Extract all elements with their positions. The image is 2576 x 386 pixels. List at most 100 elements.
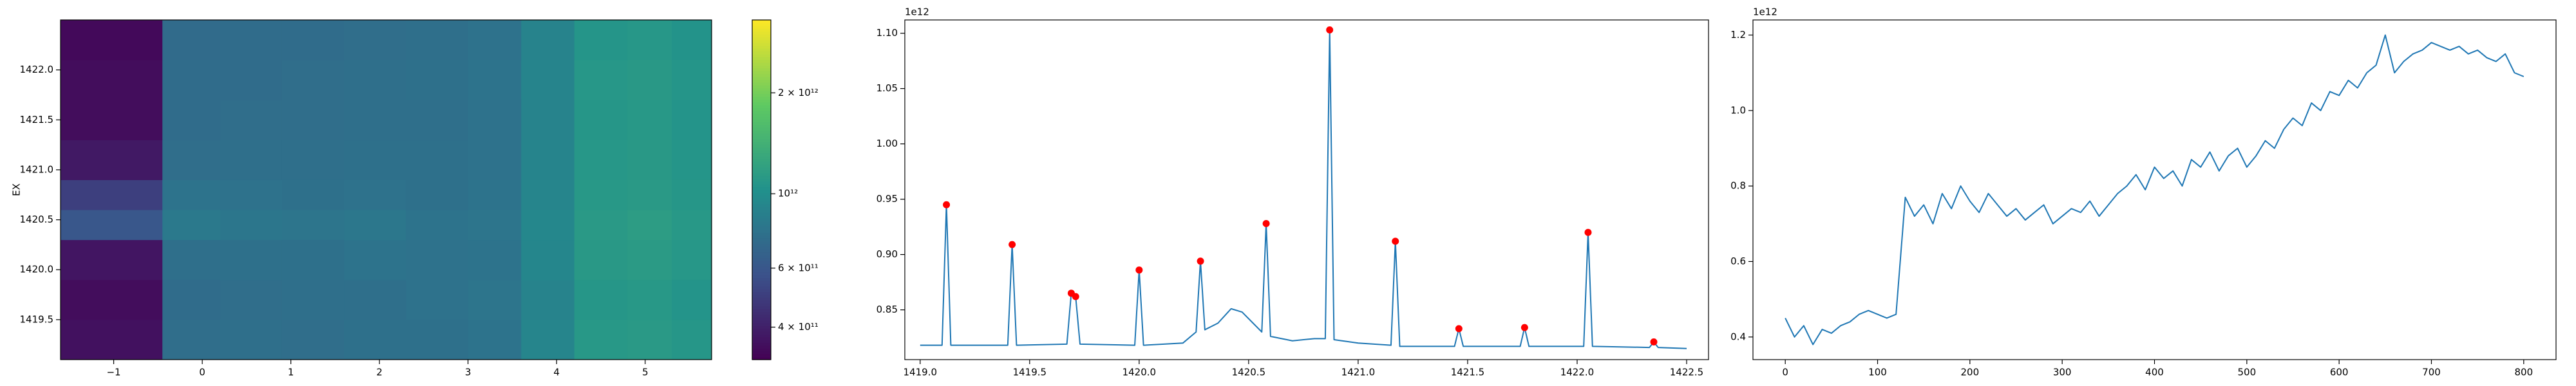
x-tick-label: −1 (106, 367, 120, 378)
colorbar-slice (752, 192, 771, 196)
heatmap-cell (574, 140, 628, 180)
colorbar-slice (752, 167, 771, 170)
heatmap-cell (344, 319, 406, 360)
peak-marker (1392, 237, 1399, 245)
heatmap-cell (162, 100, 221, 140)
heatmap-cell (627, 210, 672, 241)
heatmap-cell (574, 60, 628, 100)
heatmap-cell (574, 279, 628, 320)
heatmap-cell (521, 20, 575, 60)
colorbar-slice (752, 150, 771, 154)
y-tick-label: 1419.5 (20, 313, 54, 325)
colorbar-slice (752, 116, 771, 120)
colorbar-slice (752, 314, 771, 318)
line-series (1785, 34, 2524, 345)
colorbar-slice (752, 212, 771, 216)
heatmap-cell (406, 279, 469, 320)
peak-marker (1584, 228, 1592, 236)
heatmap-cell (344, 279, 406, 320)
heatmap-cell (672, 279, 712, 320)
heatmap-cell (468, 100, 522, 140)
heatmap-cell (627, 100, 672, 140)
colorbar-slice (752, 204, 771, 207)
x-tick-label: 4 (554, 367, 560, 378)
heatmap-cell (406, 100, 469, 140)
colorbar-slice (752, 190, 771, 193)
heatmap-cell (521, 140, 575, 180)
colorbar-slice (752, 164, 771, 168)
heatmap-cell (672, 239, 712, 280)
colorbar-slice (752, 96, 771, 100)
colorbar-slice (752, 34, 771, 37)
heatmap-cell (220, 100, 283, 140)
heatmap-cell (672, 20, 712, 60)
colorbar-tick-label: 10¹² (778, 188, 798, 199)
x-tick-label: 5 (642, 367, 649, 378)
colorbar-slice (752, 328, 771, 332)
heatmap-cell (281, 239, 345, 280)
colorbar-slice (752, 77, 771, 80)
colorbar-slice (752, 158, 771, 162)
colorbar-slice (752, 336, 771, 340)
colorbar-slice (752, 266, 771, 270)
colorbar-slice (752, 342, 771, 346)
heatmap-cell (220, 319, 283, 360)
heatmap-cell (344, 140, 406, 180)
colorbar-slice (752, 252, 771, 255)
heatmap-cell (672, 60, 712, 100)
colorbar-slice (752, 235, 771, 239)
colorbar-slice (752, 172, 771, 176)
colorbar-slice (752, 42, 771, 46)
heatmap-cell (220, 60, 283, 100)
x-tick-label: 1421.0 (1341, 367, 1376, 378)
heatmap-cell (468, 279, 522, 320)
heatmap-cell (281, 140, 345, 180)
colorbar-slice (752, 229, 771, 233)
colorbar-slice (752, 161, 771, 165)
heatmap-cell (406, 319, 469, 360)
heatmap-cell (468, 20, 522, 60)
heatmap-cell (627, 140, 672, 180)
heatmap-cell (406, 210, 469, 241)
heatmap-cell (281, 60, 345, 100)
y-tick-label: 1420.0 (20, 264, 54, 275)
colorbar-slice (752, 85, 771, 89)
heatmap-cell (344, 20, 406, 60)
colorbar-slice (752, 71, 771, 75)
colorbar-slice (752, 65, 771, 69)
heatmap-cell (281, 100, 345, 140)
x-tick-label: 1422.0 (1560, 367, 1595, 378)
x-tick-label: 300 (2053, 367, 2072, 378)
colorbar-slice (752, 144, 771, 148)
colorbar-slice (752, 28, 771, 32)
axes-frame (904, 19, 1709, 360)
colorbar-tick-label: 4 × 10¹¹ (778, 321, 819, 333)
colorbar-slice (752, 138, 771, 142)
colorbar-slice (752, 156, 771, 160)
colorbar-slice (752, 232, 771, 235)
x-tick-label: 1419.5 (1013, 367, 1047, 378)
heatmap-cell (627, 319, 672, 360)
colorbar-slice (752, 57, 771, 60)
colorbar-slice (752, 241, 771, 244)
colorbar-slice (752, 291, 771, 295)
y-tick-label: 1421.0 (20, 163, 54, 175)
colorbar-slice (752, 119, 771, 122)
colorbar-slice (752, 25, 771, 29)
peak-marker (1009, 241, 1016, 248)
colorbar-slice (752, 320, 771, 324)
colorbar-slice (752, 68, 771, 71)
heatmap-cell (162, 319, 221, 360)
heatmap-cell (672, 179, 712, 210)
peak-marker (1520, 324, 1528, 331)
colorbar-slice (752, 181, 771, 185)
colorbar-slice (752, 317, 771, 320)
heatmap-cell (574, 100, 628, 140)
colorbar-slice (752, 345, 771, 349)
heatmap-cell (61, 140, 163, 180)
heatmap-cell (406, 60, 469, 100)
heatmap-cell (574, 210, 628, 241)
line-series (920, 29, 1687, 349)
colorbar-slice (752, 246, 771, 250)
